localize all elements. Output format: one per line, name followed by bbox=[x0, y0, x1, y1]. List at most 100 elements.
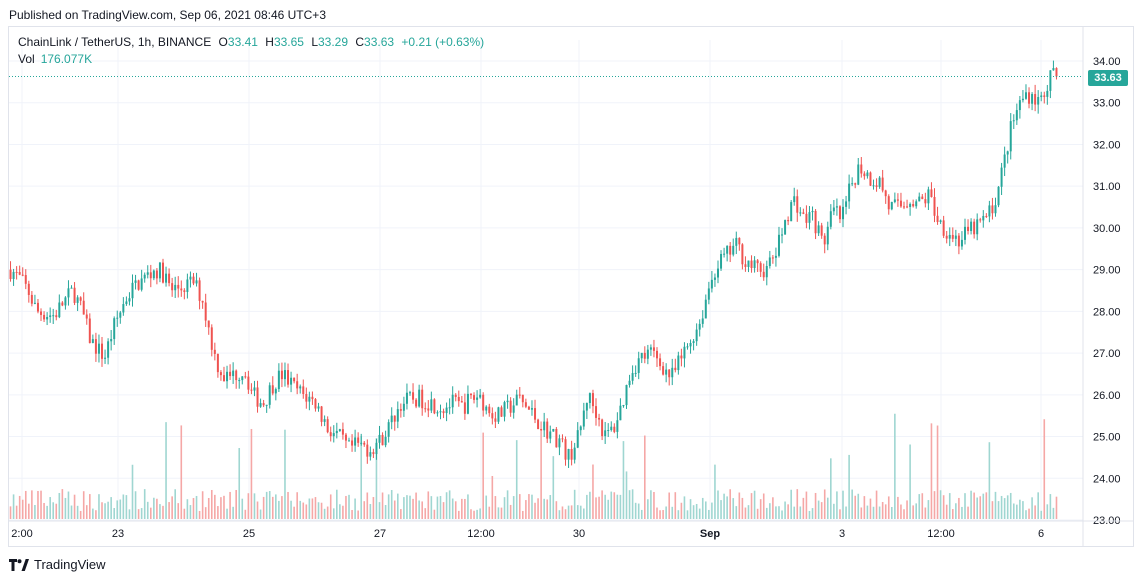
volume-bar bbox=[958, 497, 960, 519]
candle-body bbox=[628, 380, 631, 386]
candle-body bbox=[399, 409, 402, 411]
candle-body bbox=[85, 314, 88, 319]
volume-bar bbox=[528, 494, 530, 519]
candle-body bbox=[765, 266, 768, 278]
volume-bar bbox=[592, 464, 594, 519]
candle-body bbox=[710, 279, 713, 289]
volume-bar bbox=[314, 497, 317, 519]
candle-body bbox=[893, 199, 896, 202]
volume-bar bbox=[491, 475, 494, 519]
candle-body bbox=[204, 302, 207, 321]
volume-bar bbox=[384, 505, 387, 519]
volume-bar bbox=[12, 494, 15, 519]
candle-body bbox=[418, 389, 421, 407]
volume-bar bbox=[110, 497, 112, 519]
candle-body bbox=[518, 394, 521, 396]
volume-bar bbox=[659, 510, 661, 519]
candle-body bbox=[811, 210, 814, 213]
brand-label: TradingView bbox=[34, 557, 106, 572]
candle-body bbox=[838, 206, 841, 220]
candle-body bbox=[982, 215, 985, 221]
candle-body bbox=[997, 186, 1000, 206]
volume-bar bbox=[951, 509, 954, 519]
candle-body bbox=[241, 376, 244, 381]
volume-bar bbox=[363, 501, 366, 519]
candle-body bbox=[677, 355, 680, 371]
candle-body bbox=[79, 297, 82, 301]
volume-bar bbox=[1009, 492, 1012, 519]
volume-bar bbox=[21, 499, 24, 519]
volume-bar bbox=[439, 496, 442, 519]
candle-body bbox=[244, 376, 247, 378]
candle-body bbox=[595, 406, 598, 418]
volume-bar bbox=[390, 490, 393, 519]
candle-body bbox=[610, 426, 613, 431]
candle-body bbox=[631, 373, 634, 381]
volume-bar bbox=[741, 497, 744, 519]
volume-bar bbox=[409, 495, 411, 519]
candle-body bbox=[1055, 68, 1058, 77]
volume-bar bbox=[326, 506, 329, 519]
candle-body bbox=[140, 278, 143, 290]
candle-body bbox=[689, 342, 692, 347]
candle-body bbox=[341, 429, 344, 435]
volume-bar bbox=[622, 441, 625, 519]
volume-bar bbox=[61, 489, 64, 519]
volume-bar bbox=[982, 493, 985, 519]
volume-bar bbox=[729, 489, 731, 519]
volume-bar bbox=[668, 492, 670, 519]
candle-body bbox=[265, 404, 268, 406]
volume-bar bbox=[34, 504, 36, 519]
candle-body bbox=[268, 385, 271, 405]
volume-bar bbox=[546, 499, 549, 519]
volume-bar bbox=[793, 506, 796, 519]
volume-bar bbox=[964, 493, 966, 519]
volume-bar bbox=[732, 498, 735, 519]
candle-body bbox=[9, 269, 12, 280]
volume-bar bbox=[448, 490, 451, 519]
candle-body bbox=[970, 221, 973, 231]
volume-bar bbox=[226, 508, 228, 519]
volume-bar bbox=[845, 506, 847, 519]
candle-body bbox=[55, 315, 58, 318]
volume-bar bbox=[1006, 495, 1009, 519]
volume-bar bbox=[421, 501, 423, 519]
candle-body bbox=[707, 288, 710, 300]
price-tick-label: 27.00 bbox=[1093, 348, 1121, 360]
volume-bar bbox=[884, 504, 887, 519]
time-tick-label: 25 bbox=[243, 528, 255, 540]
candle-body bbox=[290, 377, 293, 385]
volume-bar bbox=[887, 496, 890, 519]
chart-frame[interactable] bbox=[8, 26, 1134, 547]
volume-bar bbox=[808, 510, 811, 519]
volume-legend: Vol 176.077K bbox=[18, 52, 92, 66]
volume-bar bbox=[174, 489, 176, 519]
candle-body bbox=[104, 357, 107, 359]
candle-body bbox=[457, 396, 460, 402]
volume-bar bbox=[1012, 503, 1015, 519]
volume-bar bbox=[278, 500, 280, 519]
candle-body bbox=[787, 220, 790, 222]
candle-body bbox=[930, 189, 933, 197]
volume-bar bbox=[476, 509, 478, 519]
volume-bar bbox=[613, 492, 616, 519]
volume-bar bbox=[857, 493, 860, 519]
volume-bar bbox=[424, 508, 427, 519]
candle-body bbox=[662, 366, 665, 375]
candle-body bbox=[793, 196, 796, 203]
candle-body bbox=[177, 284, 180, 289]
volume-bar bbox=[128, 509, 131, 519]
candle-body bbox=[954, 235, 957, 239]
volume-bar bbox=[723, 493, 725, 519]
volume-bar bbox=[799, 506, 802, 519]
candle-body bbox=[67, 288, 70, 298]
tradingview-brand[interactable]: TradingView bbox=[9, 557, 106, 572]
candle-body bbox=[640, 352, 643, 359]
candle-body bbox=[238, 380, 241, 382]
candle-body bbox=[530, 408, 533, 410]
volume-bar bbox=[570, 505, 573, 519]
candle-body bbox=[576, 430, 579, 448]
volume-bar bbox=[125, 495, 128, 519]
volume-bar bbox=[92, 508, 94, 519]
